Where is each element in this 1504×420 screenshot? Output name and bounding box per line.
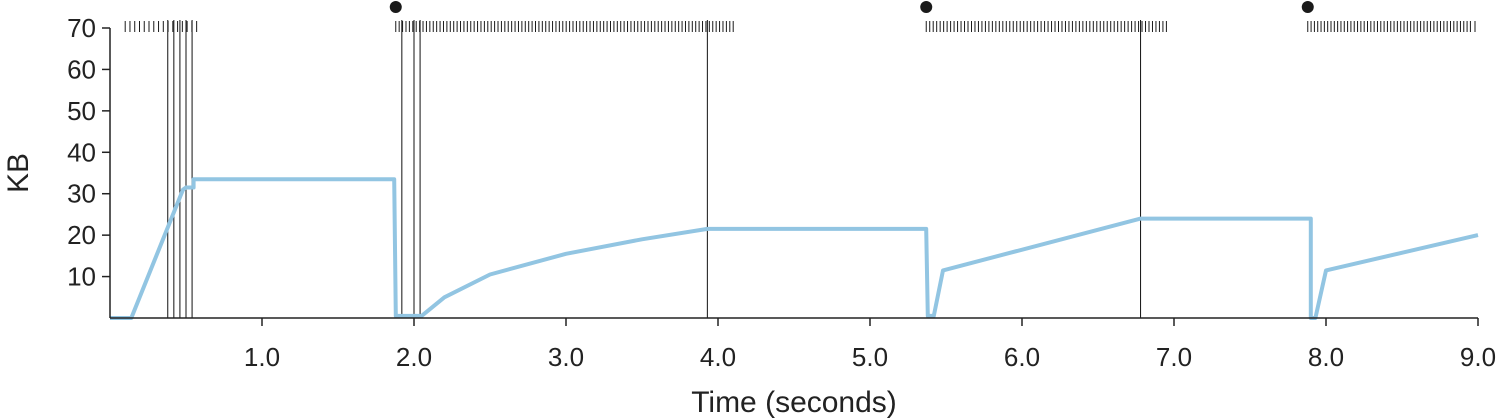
- x-tick-label: 6.0: [1004, 342, 1040, 372]
- x-tick-label: 8.0: [1308, 342, 1344, 372]
- y-tick-label: 10: [67, 262, 96, 292]
- y-tick-label: 30: [67, 179, 96, 209]
- y-tick-label: 20: [67, 220, 96, 250]
- connection-marker: [1301, 1, 1314, 13]
- x-tick-label: 5.0: [852, 342, 888, 372]
- x-tick-label: 7.0: [1156, 342, 1192, 372]
- x-axis-title: Time (seconds): [691, 386, 897, 419]
- x-tick-label: 2.0: [396, 342, 432, 372]
- connection-marker: [389, 1, 402, 13]
- series-group: [110, 177, 1479, 320]
- connection-markers: [389, 1, 1314, 13]
- packet-marks: [124, 21, 1476, 32]
- x-tick-label: 3.0: [548, 342, 584, 372]
- x-ticks: 1.0 2.0 3.0 4.0 5.0 6.0 7.0 8.0 9.0: [244, 318, 1496, 372]
- y-tick-label: 50: [67, 96, 96, 126]
- y-axis-title: KB: [2, 153, 35, 193]
- connection-marker: [920, 1, 933, 13]
- x-tick-label: 9.0: [1460, 342, 1496, 372]
- event-lines: [167, 20, 1142, 318]
- y-tick-label: 40: [67, 137, 96, 167]
- series-line: [110, 177, 1479, 320]
- x-tick-label: 4.0: [700, 342, 736, 372]
- x-tick-label: 1.0: [244, 342, 280, 372]
- y-ticks: 10 20 30 40 50 60 70: [67, 13, 110, 292]
- y-tick-label: 60: [67, 54, 96, 84]
- axes: [109, 28, 1478, 319]
- y-tick-label: 70: [67, 13, 96, 43]
